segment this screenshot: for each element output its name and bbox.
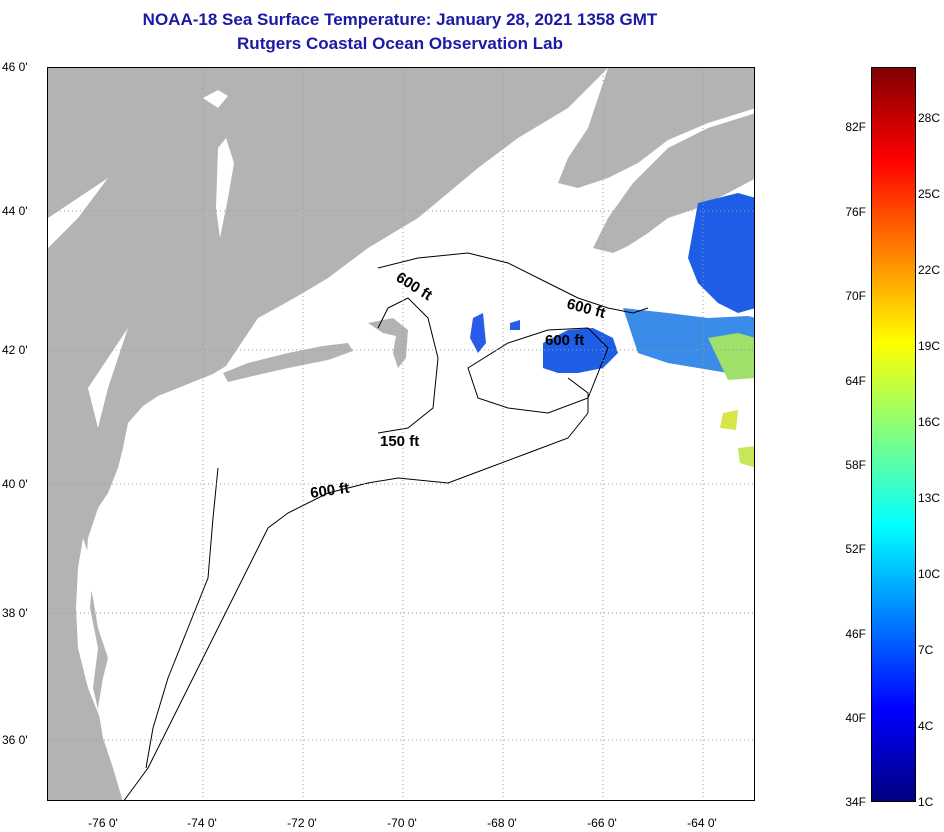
colorbar-f-label: 70F	[845, 289, 866, 303]
contour-gom	[377, 297, 439, 434]
sst-patch-warm	[720, 410, 738, 430]
land-nova-scotia	[593, 113, 754, 253]
lon-label: -74 0'	[187, 816, 217, 830]
sst-map[interactable]: 600 ft 600 ft 600 ft 150 ft 600 ft	[47, 67, 755, 801]
lake	[48, 178, 108, 248]
contour-600ft	[123, 377, 589, 800]
lat-label: 42 0'	[2, 343, 28, 357]
colorbar-f-label: 52F	[845, 542, 866, 556]
lat-label: 36 0'	[2, 733, 28, 747]
colorbar-c-label: 25C	[918, 187, 941, 201]
temperature-colorbar	[871, 67, 916, 802]
contour-georges	[467, 327, 609, 414]
colorbar-c-label: 22C	[918, 263, 941, 277]
land-cape-cod	[368, 318, 408, 368]
contour-label: 600 ft	[565, 295, 607, 322]
colorbar-c-label: 19C	[918, 339, 941, 353]
colorbar-f-label: 64F	[845, 374, 866, 388]
sst-patch-warm	[708, 333, 754, 380]
colorbar-c-label: 28C	[918, 111, 941, 125]
colorbar-c-label: 10C	[918, 567, 941, 581]
contour-label: 600 ft	[545, 332, 584, 349]
sst-patch-small	[470, 313, 486, 353]
lon-label: -66 0'	[587, 816, 617, 830]
lat-label: 44 0'	[2, 204, 28, 218]
lon-label: -64 0'	[687, 816, 717, 830]
contour-label: 600 ft	[309, 480, 350, 502]
colorbar-c-label: 16C	[918, 415, 941, 429]
land-long-island	[223, 343, 353, 382]
colorbar-f-label: 34F	[845, 795, 866, 809]
lake	[216, 138, 234, 238]
contour-label: 600 ft	[393, 269, 435, 304]
lon-label: -76 0'	[88, 816, 118, 830]
colorbar-f-label: 46F	[845, 627, 866, 641]
lat-label: 40 0'	[2, 477, 28, 491]
contour-600ft-north	[377, 252, 649, 314]
sst-patch-small	[510, 320, 520, 330]
sst-patch-warm	[738, 446, 754, 468]
lake	[203, 90, 228, 108]
lake	[88, 328, 128, 428]
colorbar-c-label: 4C	[918, 719, 934, 733]
colorbar-c-label: 13C	[918, 491, 941, 505]
land-mainland	[48, 68, 608, 800]
sst-patch-nova	[688, 193, 754, 313]
chesapeake-bay	[76, 538, 100, 718]
lon-label: -72 0'	[287, 816, 317, 830]
lon-label: -70 0'	[387, 816, 417, 830]
lat-label: 46 0'	[2, 60, 28, 74]
map-subtitle: Rutgers Coastal Ocean Observation Lab	[237, 34, 563, 53]
colorbar-f-label: 76F	[845, 205, 866, 219]
colorbar-f-label: 40F	[845, 711, 866, 725]
lat-label: 38 0'	[2, 606, 28, 620]
delaware-bay	[153, 488, 173, 528]
sst-map-canvas: 600 ft 600 ft 600 ft 150 ft 600 ft	[48, 68, 754, 800]
colorbar-f-label: 82F	[845, 120, 866, 134]
colorbar-f-label: 58F	[845, 458, 866, 472]
colorbar-c-label: 7C	[918, 643, 934, 657]
contour-label: 150 ft	[380, 433, 419, 450]
lon-label: -68 0'	[487, 816, 517, 830]
contour-150ft	[145, 467, 219, 769]
land-new-brunswick	[558, 68, 754, 188]
map-title: NOAA-18 Sea Surface Temperature: January…	[142, 10, 658, 29]
colorbar-c-label: 1C	[918, 795, 934, 809]
